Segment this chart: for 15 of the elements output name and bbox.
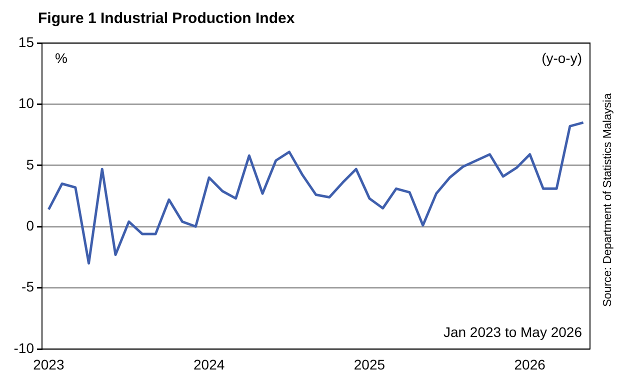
y-tick-label: 0: [26, 217, 34, 234]
y-axis-title: %: [55, 50, 68, 66]
x-tick-label: 2025: [354, 356, 386, 372]
y-tick-label: 5: [26, 156, 34, 172]
x-tick-label: 2026: [514, 356, 546, 372]
annotation: (y-o-y): [542, 50, 582, 66]
y-tick-label: -5: [22, 278, 34, 295]
chart-title: Figure 1 Industrial Production Index: [38, 10, 295, 27]
source-note: Source: Department of Statistics Malaysia: [602, 93, 614, 307]
y-tick-label: -10: [14, 340, 34, 356]
annotation: Jan 2023 to May 2026: [443, 324, 582, 340]
x-tick-label: 2023: [33, 356, 64, 372]
y-tick-label: 15: [18, 34, 34, 50]
x-tick-label: 2024: [193, 356, 225, 372]
y-tick-label: 10: [18, 95, 34, 112]
